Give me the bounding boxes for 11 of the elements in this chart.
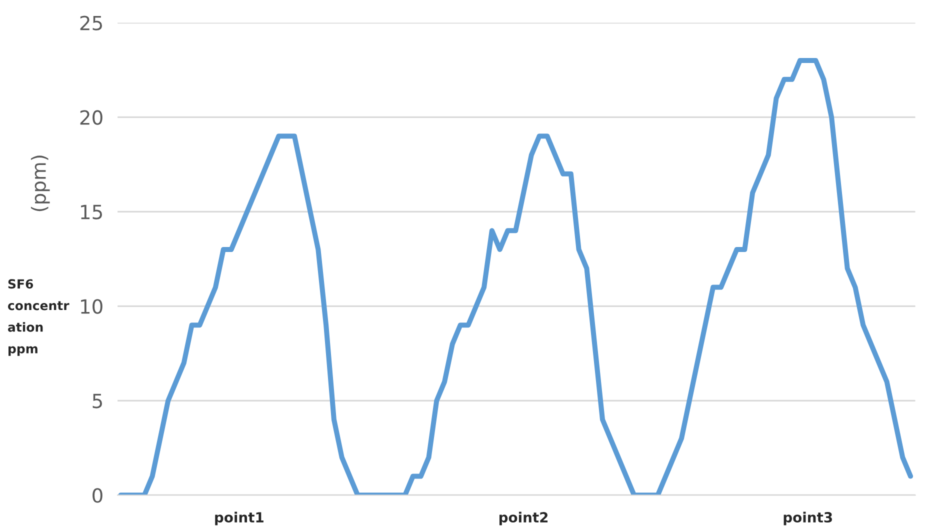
y-tick-label: 10	[81, 299, 102, 314]
y-tick-label: 0	[92, 488, 102, 503]
y-axis-title: (ppm)	[30, 156, 50, 212]
x-tick-label: point2	[499, 512, 548, 526]
y-tick-label: 20	[80, 110, 102, 125]
x-tick-label: point1	[215, 512, 264, 526]
x-tick-label: point3	[784, 512, 832, 526]
y-tick-label: 5	[92, 394, 102, 408]
y-tick-label: 25	[80, 16, 102, 30]
text: SF6 concentr ation ppm	[8, 279, 70, 356]
y-tick-label: 15	[81, 204, 102, 220]
